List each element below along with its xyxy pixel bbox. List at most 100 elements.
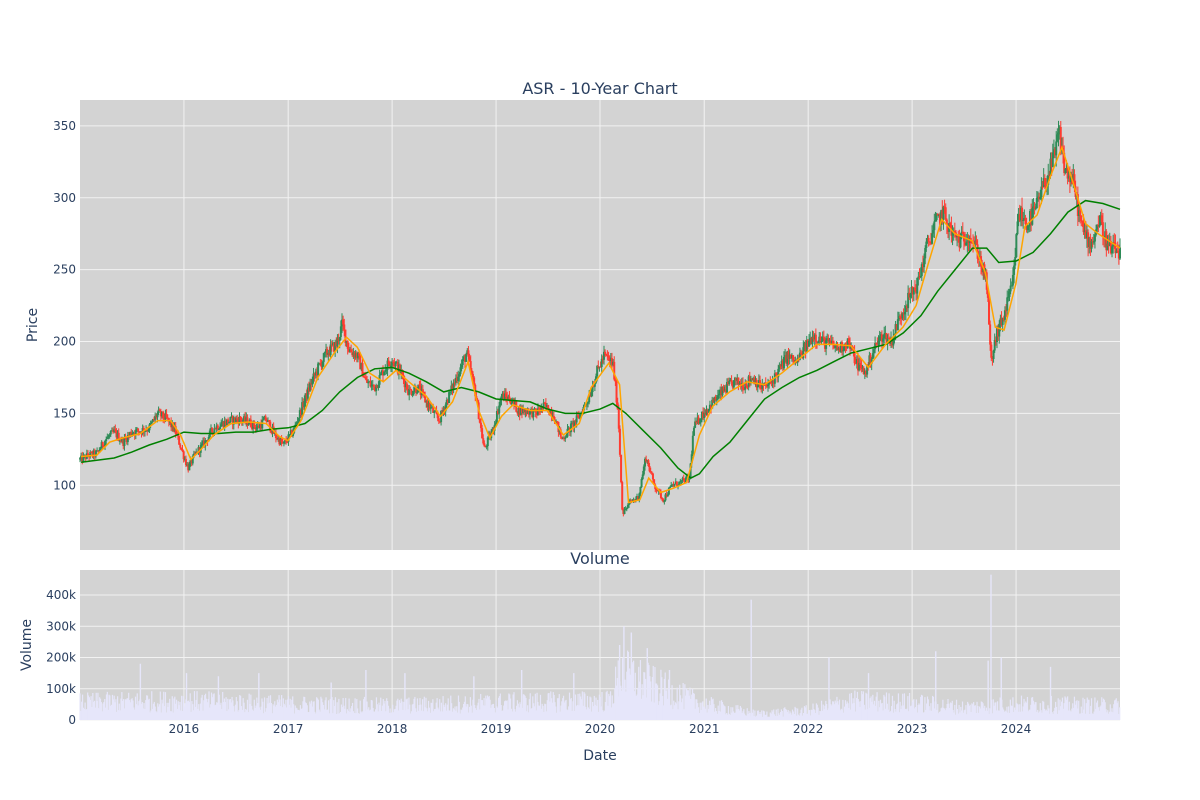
volume-bar	[264, 711, 266, 720]
candle-body	[408, 388, 411, 395]
volume-bar	[430, 702, 432, 720]
candle-body	[929, 241, 932, 244]
volume-bar	[278, 695, 280, 720]
volume-bar	[849, 693, 851, 720]
candle-body	[745, 383, 748, 387]
volume-bar	[904, 708, 906, 720]
candle-body	[770, 382, 773, 384]
volume-bar-spike	[185, 673, 188, 720]
volume-bar	[1073, 696, 1076, 720]
volume-bar	[378, 702, 380, 720]
candle-body	[585, 403, 588, 405]
volume-bar	[251, 709, 254, 720]
candle-body	[718, 393, 721, 396]
candle-body	[403, 379, 406, 388]
volume-bar	[809, 715, 812, 720]
volume-bar	[803, 706, 806, 720]
candle-body	[1055, 141, 1058, 156]
volume-bar	[392, 712, 395, 720]
volume-bar	[399, 703, 401, 720]
volume-bar	[462, 704, 465, 720]
candle-body	[919, 276, 922, 278]
volume-bar	[433, 711, 435, 720]
candle-body	[567, 427, 570, 429]
volume-bar	[405, 699, 407, 720]
volume-bar	[599, 696, 601, 720]
volume-bar	[116, 696, 119, 720]
volume-bar	[896, 703, 899, 720]
volume-bar	[212, 694, 214, 720]
volume-bar	[530, 708, 532, 720]
candle-body	[926, 237, 929, 242]
volume-bar	[181, 695, 183, 720]
candle-body	[1066, 168, 1069, 179]
volume-bar	[1100, 705, 1102, 720]
candle-body	[543, 402, 546, 404]
volume-bar	[582, 705, 584, 720]
candle-body	[506, 397, 509, 401]
volume-bar	[713, 704, 715, 720]
candle-body	[951, 231, 954, 236]
volume-bar	[463, 701, 466, 720]
volume-bar	[223, 698, 225, 720]
volume-bar	[497, 707, 499, 720]
candle-body	[1021, 207, 1024, 221]
volume-bar	[481, 700, 483, 720]
price-y-tick-label: 100	[53, 478, 76, 492]
volume-bar	[441, 711, 443, 720]
volume-bar	[614, 688, 616, 720]
volume-bar	[511, 711, 513, 720]
volume-bar	[626, 671, 628, 720]
volume-bar	[105, 694, 108, 720]
volume-bar	[1113, 704, 1115, 720]
volume-bar	[693, 693, 695, 720]
candle-body	[931, 233, 934, 244]
volume-bar	[218, 694, 220, 720]
volume-bar	[455, 710, 457, 720]
volume-bar	[855, 711, 857, 720]
volume-bar	[709, 705, 712, 720]
volume-bar	[892, 712, 894, 720]
candle-body	[429, 407, 432, 409]
volume-bar	[91, 707, 93, 720]
candle-body	[520, 407, 523, 414]
candle-body	[1077, 210, 1080, 217]
volume-bar	[717, 705, 719, 720]
volume-bar	[546, 700, 548, 720]
volume-bar	[1072, 703, 1074, 720]
volume-bar	[234, 711, 236, 720]
volume-bar	[839, 710, 841, 720]
volume-bar	[184, 703, 186, 720]
candle-body	[370, 384, 373, 387]
volume-bar	[84, 702, 86, 720]
candle-body	[92, 450, 95, 456]
candle-body	[224, 420, 227, 426]
volume-bar	[771, 710, 773, 720]
volume-bar	[536, 692, 538, 720]
candle-body	[1084, 230, 1087, 239]
volume-bar	[707, 704, 709, 720]
volume-bar	[82, 707, 85, 720]
volume-bar	[438, 709, 440, 720]
volume-bar	[1102, 702, 1104, 720]
candle-body	[551, 415, 554, 417]
candle-body	[858, 362, 861, 371]
candle-body	[1096, 224, 1099, 230]
volume-bar	[542, 705, 544, 720]
volume-bar	[681, 698, 683, 720]
volume-bar	[581, 691, 583, 720]
volume-bar	[228, 709, 230, 720]
volume-bar	[224, 701, 226, 720]
volume-bar	[1087, 699, 1089, 720]
volume-bar	[393, 709, 395, 720]
volume-bar	[1090, 698, 1093, 720]
volume-bar	[925, 709, 927, 720]
volume-bar	[1020, 695, 1023, 720]
candle-body	[344, 329, 347, 343]
volume-bar	[177, 701, 179, 720]
candle-body	[571, 422, 574, 424]
volume-bar	[1061, 697, 1064, 720]
volume-bar	[723, 705, 725, 720]
price-chart-title: ASR - 10-Year Chart	[522, 79, 677, 98]
candle-body	[596, 366, 599, 377]
